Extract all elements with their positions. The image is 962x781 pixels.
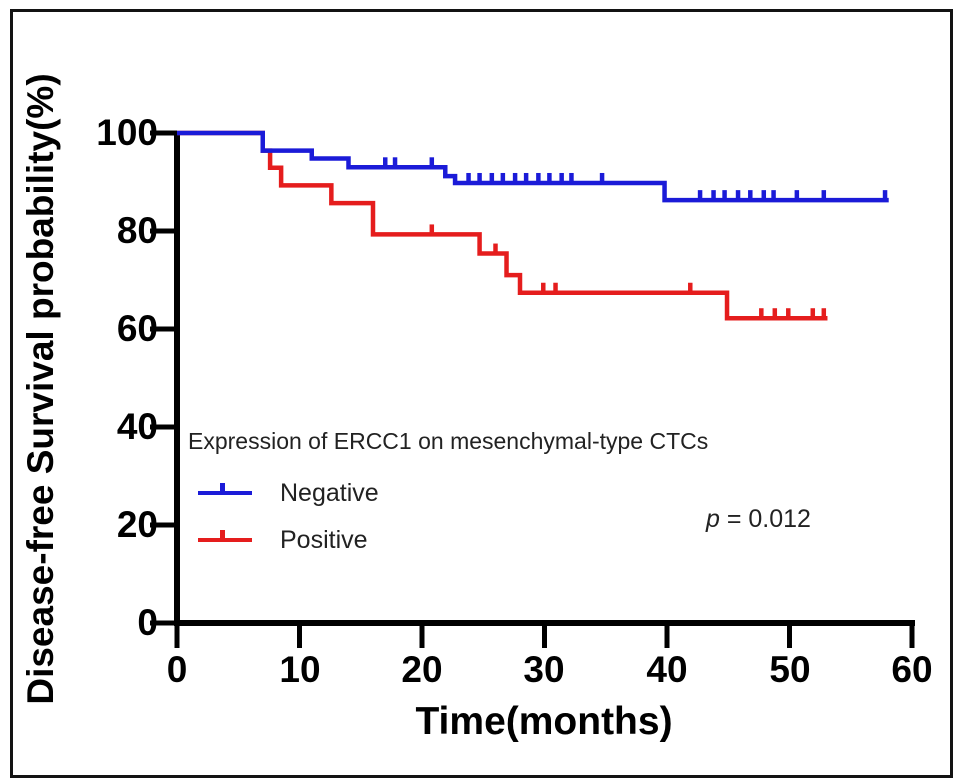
legend-label-positive: Positive: [280, 525, 368, 554]
x-tick-label-0: 0: [166, 649, 188, 690]
x-tick-label-10: 10: [279, 649, 321, 690]
x-tick-label-40: 40: [646, 649, 688, 690]
legend-title: Expression of ERCC1 on mesenchymal-type …: [188, 428, 709, 454]
legend-item-negative: Negative: [198, 479, 379, 507]
positive-censor-tick-icon: [220, 530, 225, 539]
p-value-text: = 0.012: [719, 505, 811, 533]
negative-censor-tick-icon: [220, 483, 225, 492]
x-tick-label-50: 50: [769, 649, 811, 690]
legend-item-positive: Positive: [198, 526, 368, 554]
y-tick-label-40: 40: [116, 406, 158, 447]
y-tick-label-0: 0: [137, 602, 158, 643]
x-axis-title: Time(months): [415, 700, 673, 743]
x-tick-label-30: 30: [523, 649, 565, 690]
x-tick-label-60: 60: [891, 649, 933, 690]
y-tick-label-80: 80: [116, 210, 158, 251]
figure-border: [10, 9, 953, 778]
y-tick-label-60: 60: [116, 308, 158, 349]
positive-line-swatch: [198, 530, 252, 542]
y-tick-label-100: 100: [96, 112, 158, 153]
x-tick-label-20: 20: [401, 649, 443, 690]
y-tick-label-20: 20: [116, 504, 158, 545]
legend-label-negative: Negative: [280, 478, 379, 507]
p-symbol: p: [706, 505, 720, 533]
p-value-annotation: p = 0.012: [706, 505, 811, 534]
negative-line-swatch: [198, 483, 252, 495]
